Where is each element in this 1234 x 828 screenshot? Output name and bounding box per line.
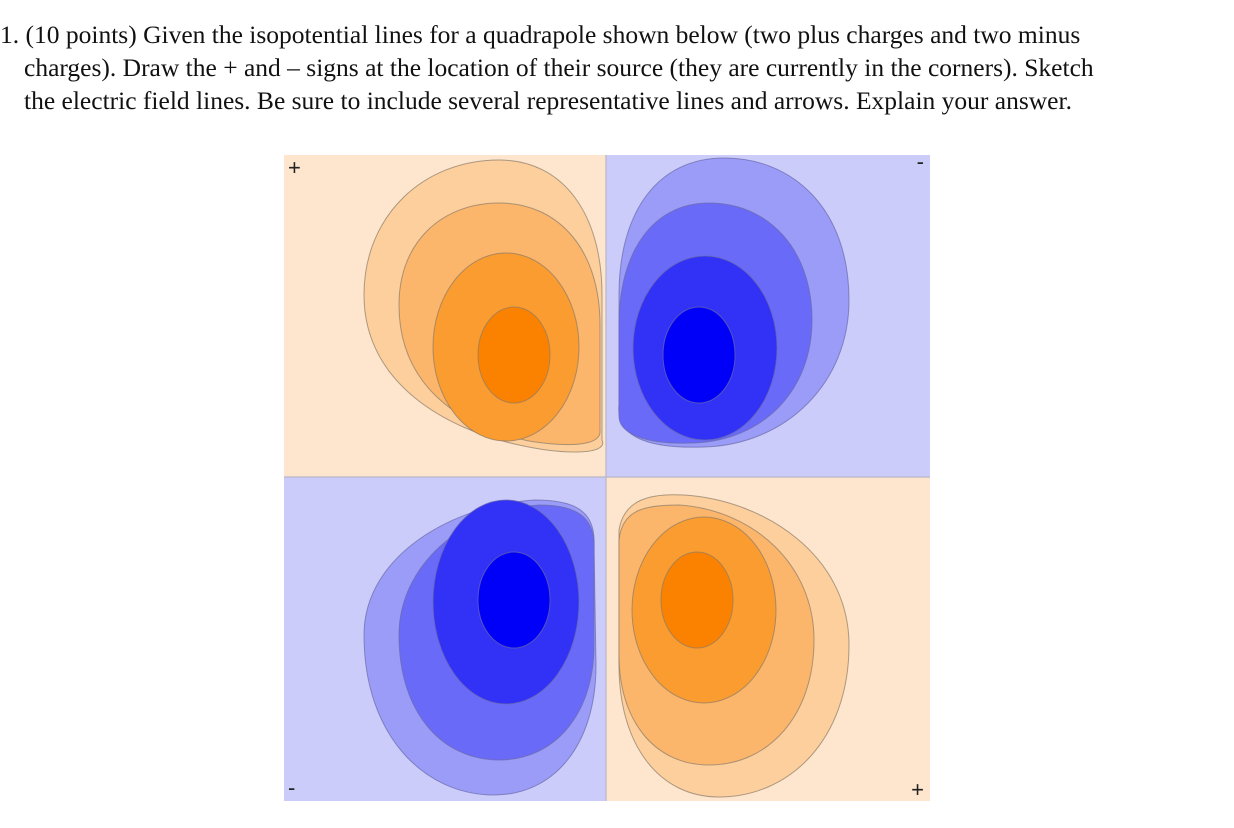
- contour-lobe-top-right: [618, 157, 850, 448]
- contour-lobe-top-left: [363, 159, 604, 453]
- contour-lobe-bottom-right: [618, 494, 850, 798]
- quadrupole-contour-plot: + - - +: [284, 151, 930, 802]
- contour-lobe-bottom-left: [363, 499, 597, 796]
- corner-label-top-right: -: [916, 149, 924, 174]
- contour-level-4: [477, 306, 551, 404]
- problem-line-3: the electric field lines. Be sure to inc…: [24, 86, 1072, 115]
- contour-plot-svg: [284, 155, 930, 801]
- corner-label-bottom-right: +: [911, 777, 924, 802]
- contour-level-4: [660, 551, 734, 649]
- problem-line-2: charges). Draw the + and – signs at the …: [24, 53, 1094, 82]
- problem-line-1: 1. (10 points) Given the isopotential li…: [0, 20, 1081, 49]
- contour-level-4: [662, 306, 736, 404]
- corner-label-top-left: +: [288, 155, 301, 180]
- corner-label-bottom-left: -: [288, 775, 296, 800]
- problem-text: 1. (10 points) Given the isopotential li…: [0, 18, 1230, 117]
- contour-level-4: [477, 551, 551, 649]
